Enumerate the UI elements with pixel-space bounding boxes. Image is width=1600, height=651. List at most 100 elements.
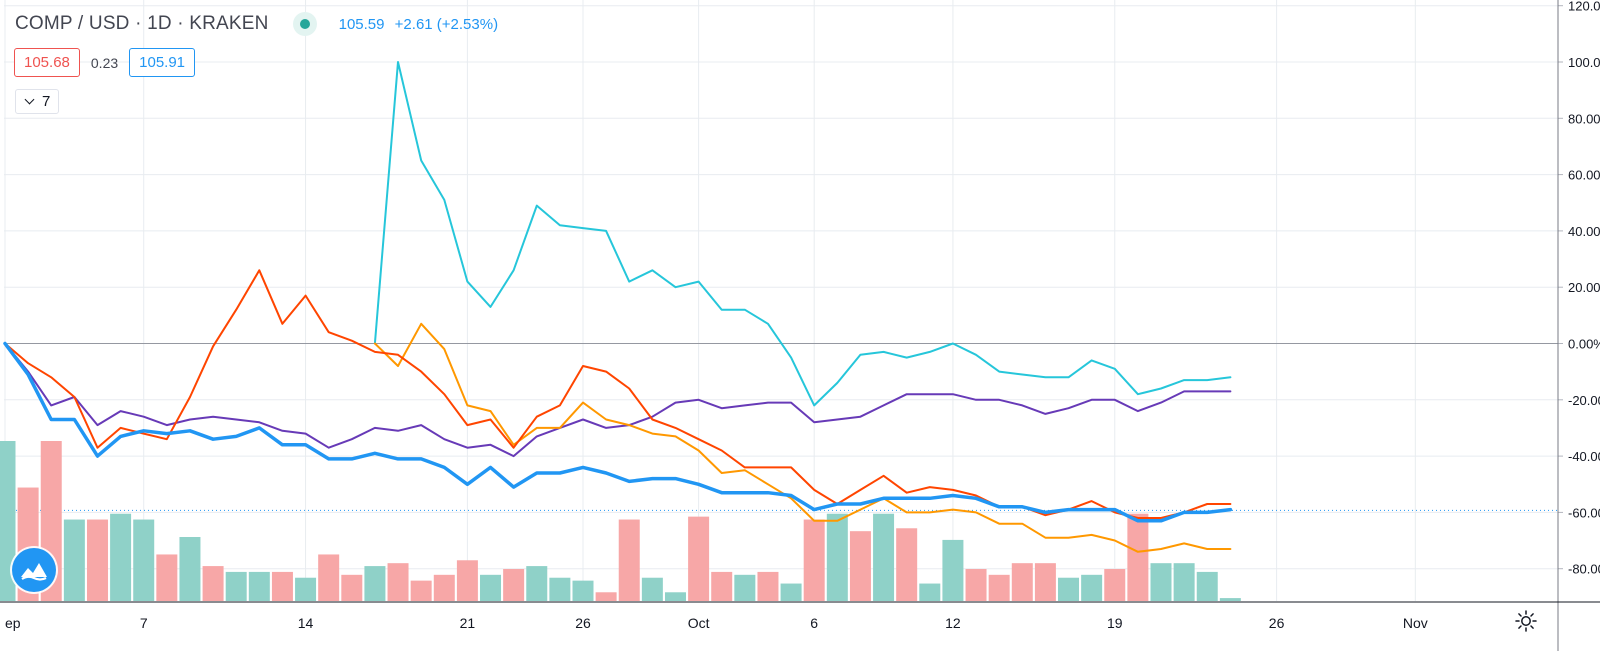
- y-tick-label: 40.00%: [1568, 224, 1600, 239]
- volume-bar: [295, 577, 317, 601]
- volume-bar: [595, 592, 617, 601]
- volume-bar: [133, 519, 155, 601]
- volume-bar: [688, 516, 710, 601]
- volume-bar: [179, 537, 201, 601]
- volume-bar: [826, 513, 848, 601]
- y-tick-label: -20.00%: [1568, 393, 1600, 408]
- tradingview-logo-icon[interactable]: [12, 548, 56, 592]
- y-tick-label: 60.00%: [1568, 168, 1600, 183]
- series-line-4[interactable]: [4, 269, 1232, 519]
- buy-price-button[interactable]: 105.91: [129, 48, 196, 77]
- volume-bar: [711, 571, 733, 601]
- x-tick-label: 21: [460, 615, 476, 631]
- volume-bar: [549, 577, 571, 601]
- volume-bar: [942, 539, 964, 601]
- indicator-count: 7: [42, 93, 51, 110]
- chart-legend: COMP / USD · 1D · KRAKEN 105.59 +2.61 (+…: [15, 12, 498, 36]
- volume-bar: [248, 571, 270, 601]
- volume-bar: [110, 513, 132, 601]
- y-tick-label: -80.00%: [1568, 562, 1600, 577]
- volume-bar: [849, 531, 871, 601]
- time-axis[interactable]: ep 7 14 21 26 Oct 6 12 19 26 Nov: [0, 601, 1600, 631]
- series-line-5[interactable]: [3, 341, 1233, 523]
- volume-bar: [456, 560, 478, 601]
- x-tick-label: 26: [1269, 615, 1285, 631]
- volume-bar: [1104, 569, 1126, 601]
- x-tick-label: 6: [810, 615, 818, 631]
- volume-bar: [1219, 598, 1241, 601]
- volume-bar: [780, 583, 802, 601]
- last-price: 105.59: [338, 15, 385, 33]
- volume-bar: [1127, 513, 1149, 601]
- volume-bar: [364, 566, 386, 601]
- volume-bar: [433, 574, 455, 601]
- volume-bar: [618, 519, 640, 601]
- sell-price-button[interactable]: 105.68: [14, 48, 80, 77]
- volume-bar: [896, 528, 918, 601]
- series-line-2[interactable]: [4, 342, 1232, 458]
- spread-value: 0.23: [90, 54, 119, 71]
- volume-bar: [803, 519, 825, 601]
- volume-bar: [526, 566, 548, 601]
- volume-bar: [757, 571, 779, 601]
- x-tick-label: Nov: [1403, 615, 1428, 631]
- volume-bar: [873, 513, 895, 601]
- volume-bar: [86, 519, 108, 601]
- x-tick-label: 14: [298, 615, 314, 631]
- volume-bar: [318, 554, 340, 601]
- collapse-indicators-button[interactable]: 7: [15, 89, 60, 114]
- chevron-down-icon: [24, 94, 35, 105]
- volume-bar: [271, 571, 293, 601]
- x-tick-label: ep: [5, 615, 21, 631]
- y-tick-label: -40.00%: [1568, 449, 1600, 464]
- volume-bar: [1173, 563, 1195, 601]
- volume-bar: [156, 554, 178, 601]
- y-tick-label: 100.00%: [1568, 55, 1600, 70]
- symbol-title: COMP / USD · 1D · KRAKEN: [15, 13, 269, 34]
- volume-bar: [641, 577, 663, 601]
- volume-bar: [1034, 563, 1056, 601]
- y-tick-label: 120.00%: [1568, 0, 1600, 14]
- volume-bar: [572, 580, 594, 601]
- volume-bar: [480, 574, 502, 601]
- volume-bar: [503, 569, 525, 601]
- volume-bar: [1058, 577, 1080, 601]
- volume-bar: [1196, 571, 1218, 601]
- y-tick-label: -60.00%: [1568, 505, 1600, 520]
- series-line-3[interactable]: [373, 322, 1232, 553]
- order-prices: 105.68 0.23 105.91: [14, 48, 196, 77]
- x-tick-label: 7: [140, 615, 148, 631]
- x-tick-label: Oct: [688, 615, 710, 631]
- y-tick-label: 80.00%: [1568, 111, 1600, 126]
- volume-bar: [1081, 574, 1103, 601]
- volume-bar: [341, 574, 363, 601]
- x-tick-label: 26: [575, 615, 591, 631]
- price-change: +2.61 (+2.53%): [394, 15, 499, 33]
- x-tick-label: 12: [945, 615, 961, 631]
- volume-bar: [63, 519, 85, 601]
- grid-lines: [4, 0, 1558, 601]
- series-line-1[interactable]: [373, 61, 1232, 407]
- volume-bar: [988, 574, 1010, 601]
- volume-bar: [1150, 563, 1172, 601]
- y-tick-label: 20.00%: [1568, 280, 1600, 295]
- x-tick-label: 19: [1107, 615, 1123, 631]
- volume-bars: [0, 441, 1241, 601]
- series-lines: [3, 61, 1233, 553]
- volume-bar: [202, 566, 224, 601]
- volume-bar: [0, 441, 16, 601]
- price-axis[interactable]: 120.00% 100.00% 80.00% 60.00% 40.00% 20.00% 0.…: [1557, 0, 1600, 651]
- volume-bar: [225, 571, 247, 601]
- volume-bar: [387, 563, 409, 601]
- volume-bar: [734, 574, 756, 601]
- last-values: 105.59 +2.61 (+2.53%): [339, 16, 498, 33]
- volume-bar: [965, 569, 987, 601]
- volume-bar: [1011, 563, 1033, 601]
- volume-bar: [410, 580, 432, 601]
- volume-bar: [919, 583, 941, 601]
- gear-icon[interactable]: [1514, 609, 1538, 633]
- y-tick-label: 0.00%: [1568, 337, 1600, 352]
- status-dot-icon[interactable]: [292, 12, 317, 36]
- volume-bar: [664, 592, 686, 601]
